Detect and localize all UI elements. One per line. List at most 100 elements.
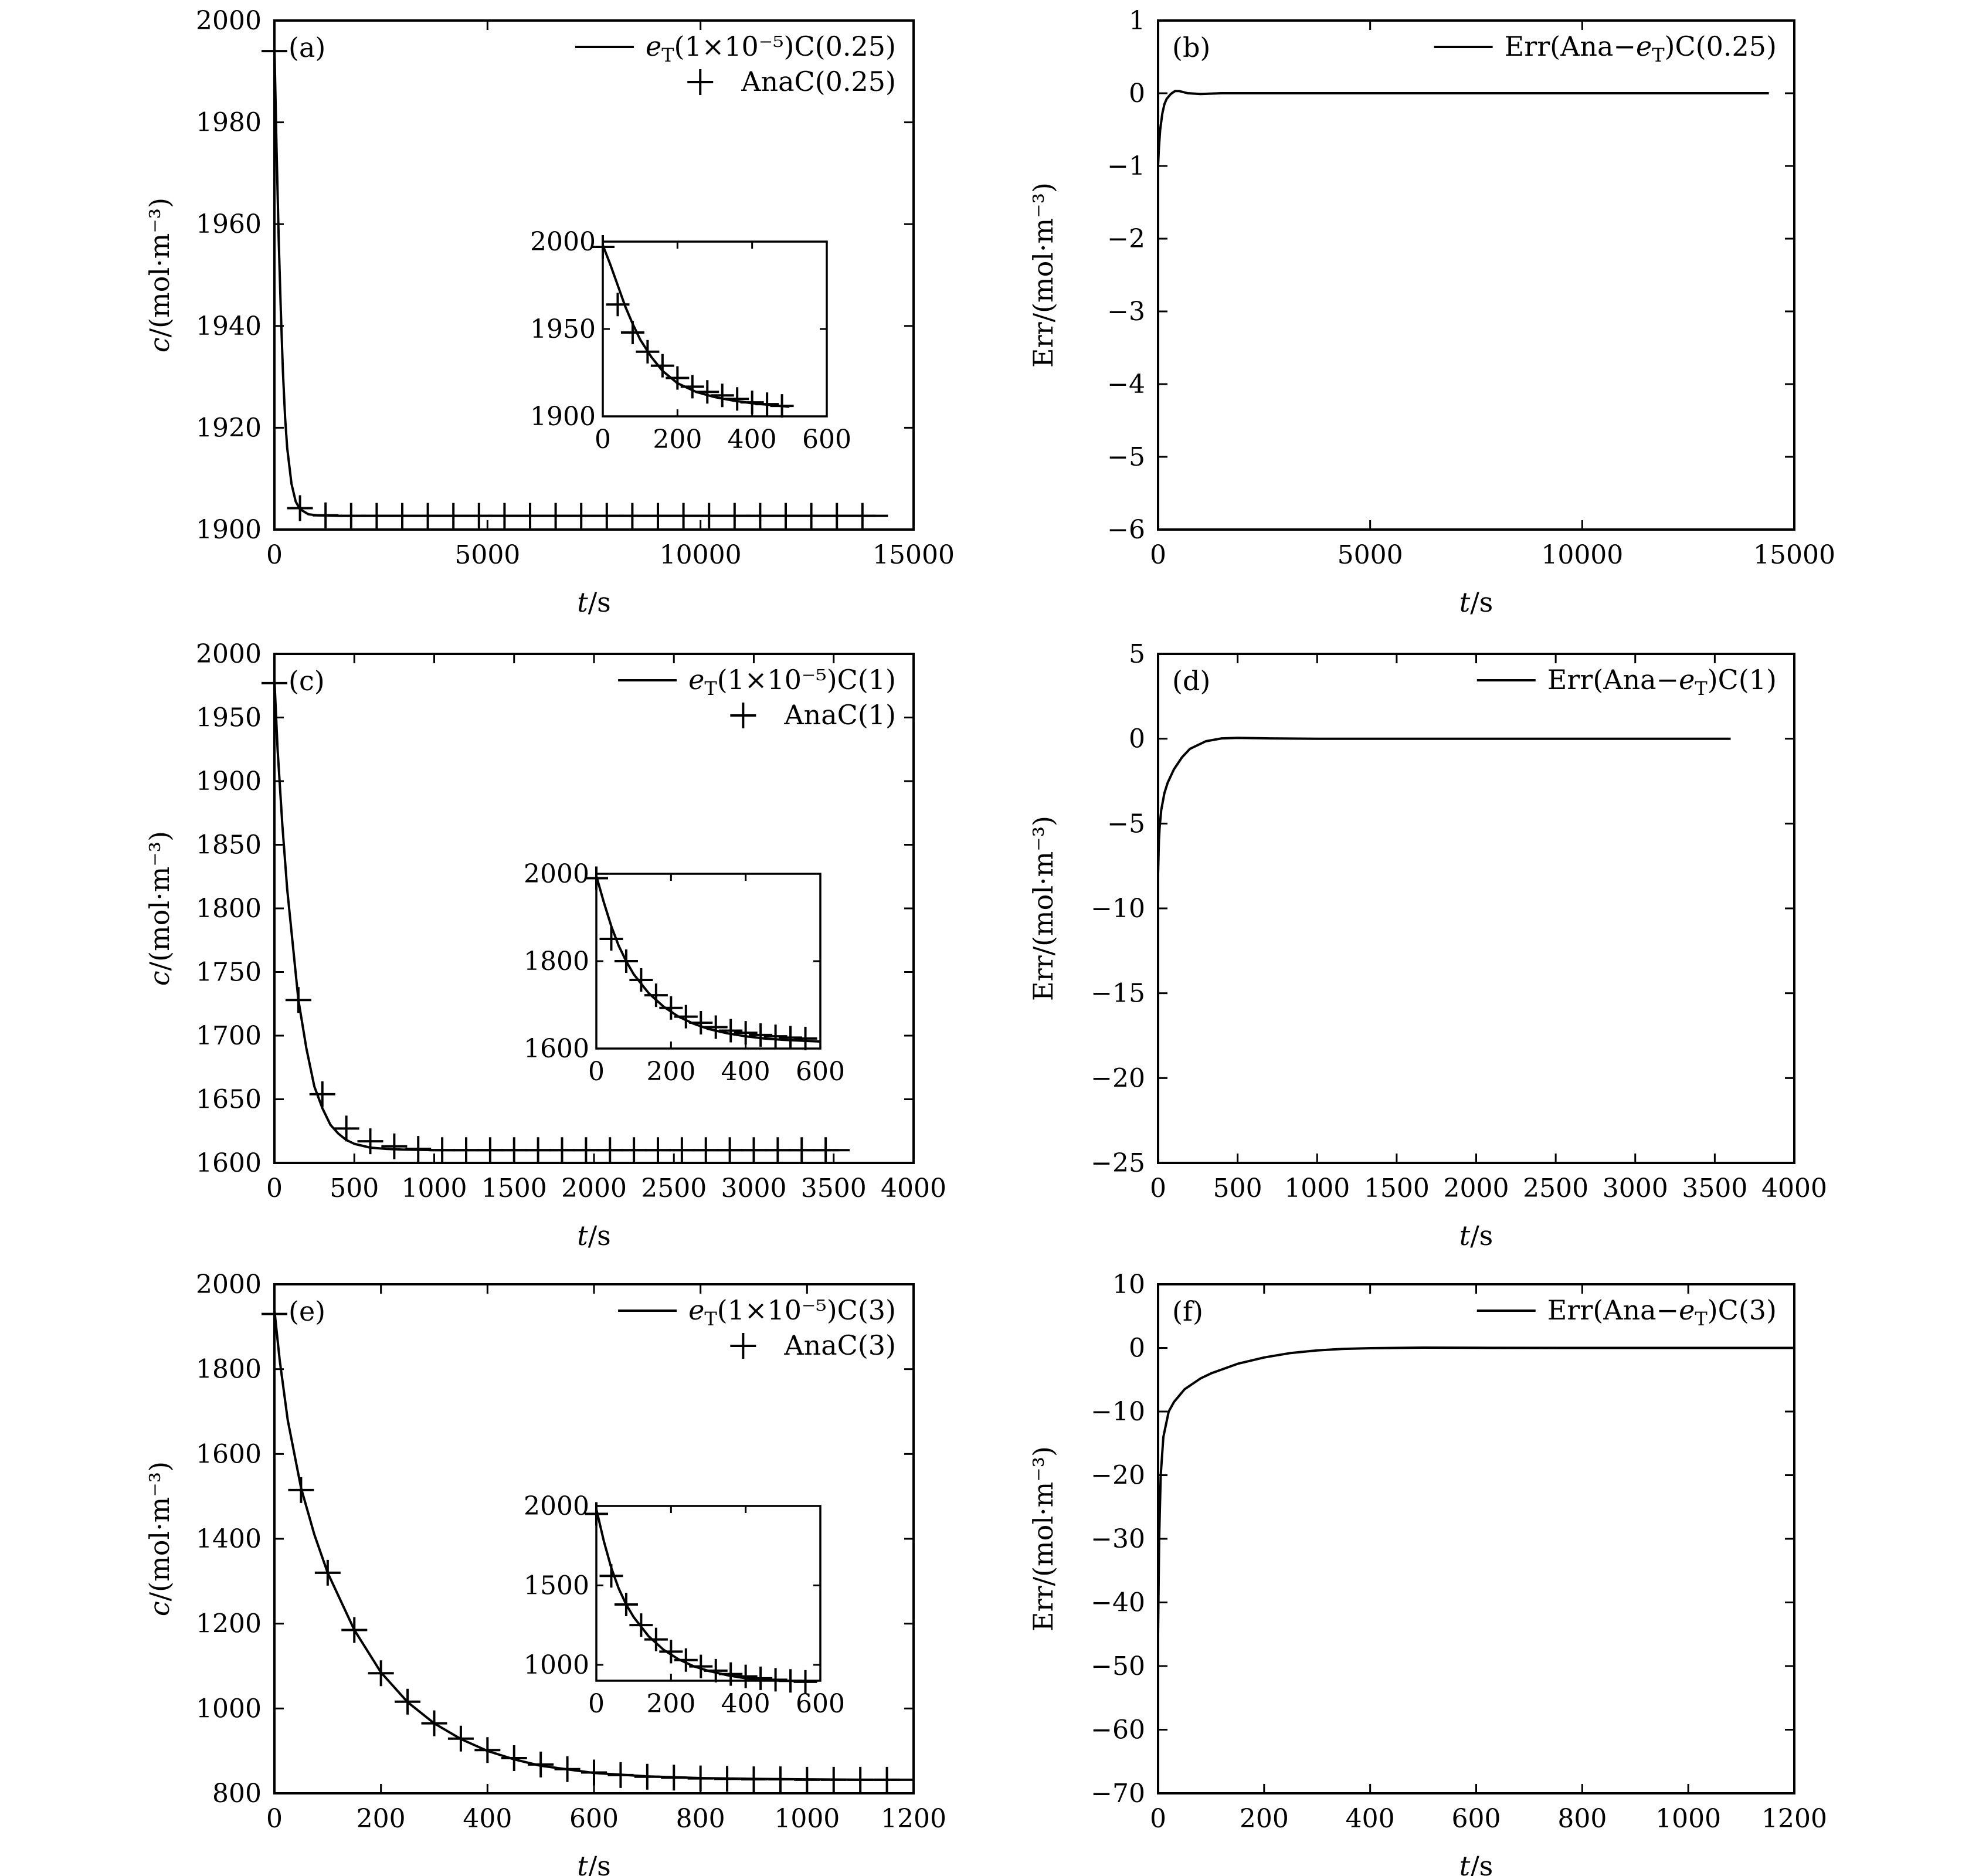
panel-a-inset-data-marker (591, 235, 615, 259)
panel-c-y-tick-label: 2000 (196, 639, 262, 669)
panel-a-data-marker (287, 495, 313, 521)
panel-b-label: (b) (1172, 32, 1210, 63)
panel-c-inset-data-marker (585, 866, 608, 890)
panel-a-data-marker (849, 503, 875, 529)
panel-a-inset-x-tick-label: 400 (728, 425, 777, 454)
panel-e-x-tick-label: 200 (357, 1804, 406, 1834)
panel-e-x-tick-label: 0 (266, 1804, 283, 1834)
panel-e-y-tick-label: 2000 (196, 1270, 262, 1300)
panel-b-y-tick-label: −5 (1107, 442, 1145, 472)
panel-c-y-tick-label: 1950 (196, 703, 262, 733)
panel-c-inset-data-marker (614, 949, 638, 973)
panel-c-y-axis-label: c/(mol·m⁻³) (144, 831, 175, 986)
panel-a-inset-x-tick-label: 600 (802, 425, 851, 454)
panel-a-inset-y-tick-label: 2000 (530, 227, 596, 257)
panel-e-data-marker (607, 1762, 634, 1788)
panel-c-y-tick-label: 1600 (196, 1148, 262, 1178)
panel-e-inset-data-marker (659, 1640, 683, 1664)
panel-d-x-axis-label: t/s (1459, 1220, 1493, 1251)
panel-e-inset-x-tick-label: 200 (646, 1689, 695, 1719)
panel-a-x-axis-label: t/s (577, 586, 611, 618)
panel-c-x-tick-label: 500 (330, 1173, 379, 1203)
panel-c-data-marker (597, 1137, 623, 1163)
panel-c-data-marker (285, 987, 311, 1013)
panel-c-x-axis-label: t/s (577, 1220, 611, 1251)
panel-c-data-marker (333, 1115, 359, 1142)
panel-e-data-marker (634, 1763, 660, 1790)
panel-e-inset-data-marker (674, 1648, 698, 1672)
panel-b-y-tick-label: −2 (1107, 224, 1145, 254)
panel-d-x-tick-label: 0 (1150, 1173, 1166, 1203)
panel-c-inset-data-marker (599, 927, 623, 951)
panel-e-data-marker (341, 1617, 368, 1643)
panel-c-inset-data-marker (763, 1024, 787, 1049)
panel-e-y-tick-label: 1800 (196, 1355, 262, 1385)
panel-a-y-tick-label: 1960 (196, 209, 262, 239)
panel-a-y-tick-label: 1980 (196, 108, 262, 138)
panel-d-y-tick-label: −20 (1091, 1063, 1145, 1093)
panel-a-inset-data-marker (695, 380, 719, 404)
panel-e-inset-x-tick-label: 0 (588, 1689, 605, 1719)
panel-d-label: (d) (1172, 665, 1210, 697)
panel-c-inset-y-tick-label: 1600 (524, 1034, 589, 1064)
panel-a: 0 5000 10000 15000190019201940196019802000t… (144, 6, 955, 618)
panel-b-x-tick-label: 5000 (1338, 540, 1403, 570)
panel-a-inset-data-marker (680, 375, 704, 399)
panel-c-y-tick-label: 1700 (196, 1021, 262, 1051)
panel-e-data-marker (368, 1660, 394, 1687)
panel-c-data-marker (549, 1137, 575, 1163)
panel-e-inset-data-marker (734, 1664, 758, 1688)
panel-c-y-tick-label: 1900 (196, 766, 262, 796)
panel-a-data-marker (645, 503, 671, 529)
panel-c-data-marker (789, 1137, 815, 1163)
panel-f-y-tick-label: −70 (1091, 1779, 1145, 1809)
panel-e-x-tick-label: 600 (569, 1804, 619, 1834)
panel-a-y-tick-label: 2000 (196, 6, 262, 36)
panel-e-y-tick-label: 1200 (196, 1609, 262, 1639)
panel-c-label: (c) (288, 665, 325, 697)
panel-d-x-tick-label: 4000 (1761, 1173, 1827, 1203)
panel-a-data-marker (338, 503, 364, 529)
panel-a-data-marker (670, 503, 697, 529)
panel-f-x-tick-label: 1000 (1655, 1804, 1721, 1834)
panel-c: 0 500 1000 1500 2000 2500 3000 3500 400016001650… (144, 639, 946, 1251)
panel-a-inset-data-marker (725, 387, 749, 411)
panel-d-x-tick-label: 3000 (1603, 1173, 1668, 1203)
panel-d-legend-label: Err(Ana−eT)C(1) (1547, 664, 1777, 700)
panel-a-data-marker (721, 503, 748, 529)
panel-e-data-marker (687, 1765, 714, 1792)
panel-a-data-marker (696, 503, 722, 529)
panel-e-data-marker (447, 1725, 474, 1752)
panel-e-data-marker (288, 1477, 314, 1503)
panel-c-y-tick-label: 1750 (196, 958, 262, 988)
panel-b-y-tick-label: 1 (1129, 6, 1145, 36)
panel-d-y-tick-label: −25 (1091, 1148, 1145, 1178)
panel-c-inset-data-marker (659, 996, 683, 1020)
panel-a-data-marker (542, 503, 569, 529)
panel-e-inset-x-tick-label: 400 (721, 1689, 770, 1719)
panel-a-inset-data-marker (620, 320, 644, 344)
panel-c-inset-data-marker (793, 1026, 817, 1050)
panel-d-x-tick-label: 2000 (1444, 1173, 1509, 1203)
panel-c-inset-data-marker (734, 1021, 758, 1045)
panel-b-x-tick-label: 0 (1150, 540, 1166, 570)
panel-e-data-marker (847, 1766, 874, 1793)
panel-a-x-tick-label: 5000 (454, 540, 520, 570)
panel-e-x-tick-label: 400 (463, 1804, 512, 1834)
panel-d-y-axis-label: Err/(mol·m⁻³) (1027, 816, 1059, 1001)
panel-e-data-marker (767, 1766, 793, 1793)
panel-e-data-marker (714, 1766, 741, 1792)
panel-e-legend-label: AnaC(3) (783, 1329, 896, 1361)
panel-c-x-tick-label: 3500 (801, 1173, 867, 1203)
panel-d-y-tick-label: −10 (1091, 894, 1145, 924)
panel-e-data-marker (395, 1688, 421, 1715)
panel-f: 0 200 400 600 800 1000 1200 −70 −60 −50 −40 −30 −20 −… (1027, 1270, 1827, 1876)
panel-a-data-marker (798, 503, 824, 529)
panel-c-legend-marker-key (730, 703, 756, 728)
panel-d-y-tick-label: 5 (1129, 639, 1145, 669)
panel-d: 0 500 1000 1500 2000 2500 3000 3500 4000 −25 −20 −1… (1027, 639, 1827, 1251)
panel-e-inset-frame (595, 1505, 822, 1682)
panel-d-x-tick-label: 500 (1213, 1173, 1262, 1203)
panel-a-inset-x-tick-label: 200 (653, 425, 702, 454)
panel-e-data-marker (820, 1766, 847, 1793)
